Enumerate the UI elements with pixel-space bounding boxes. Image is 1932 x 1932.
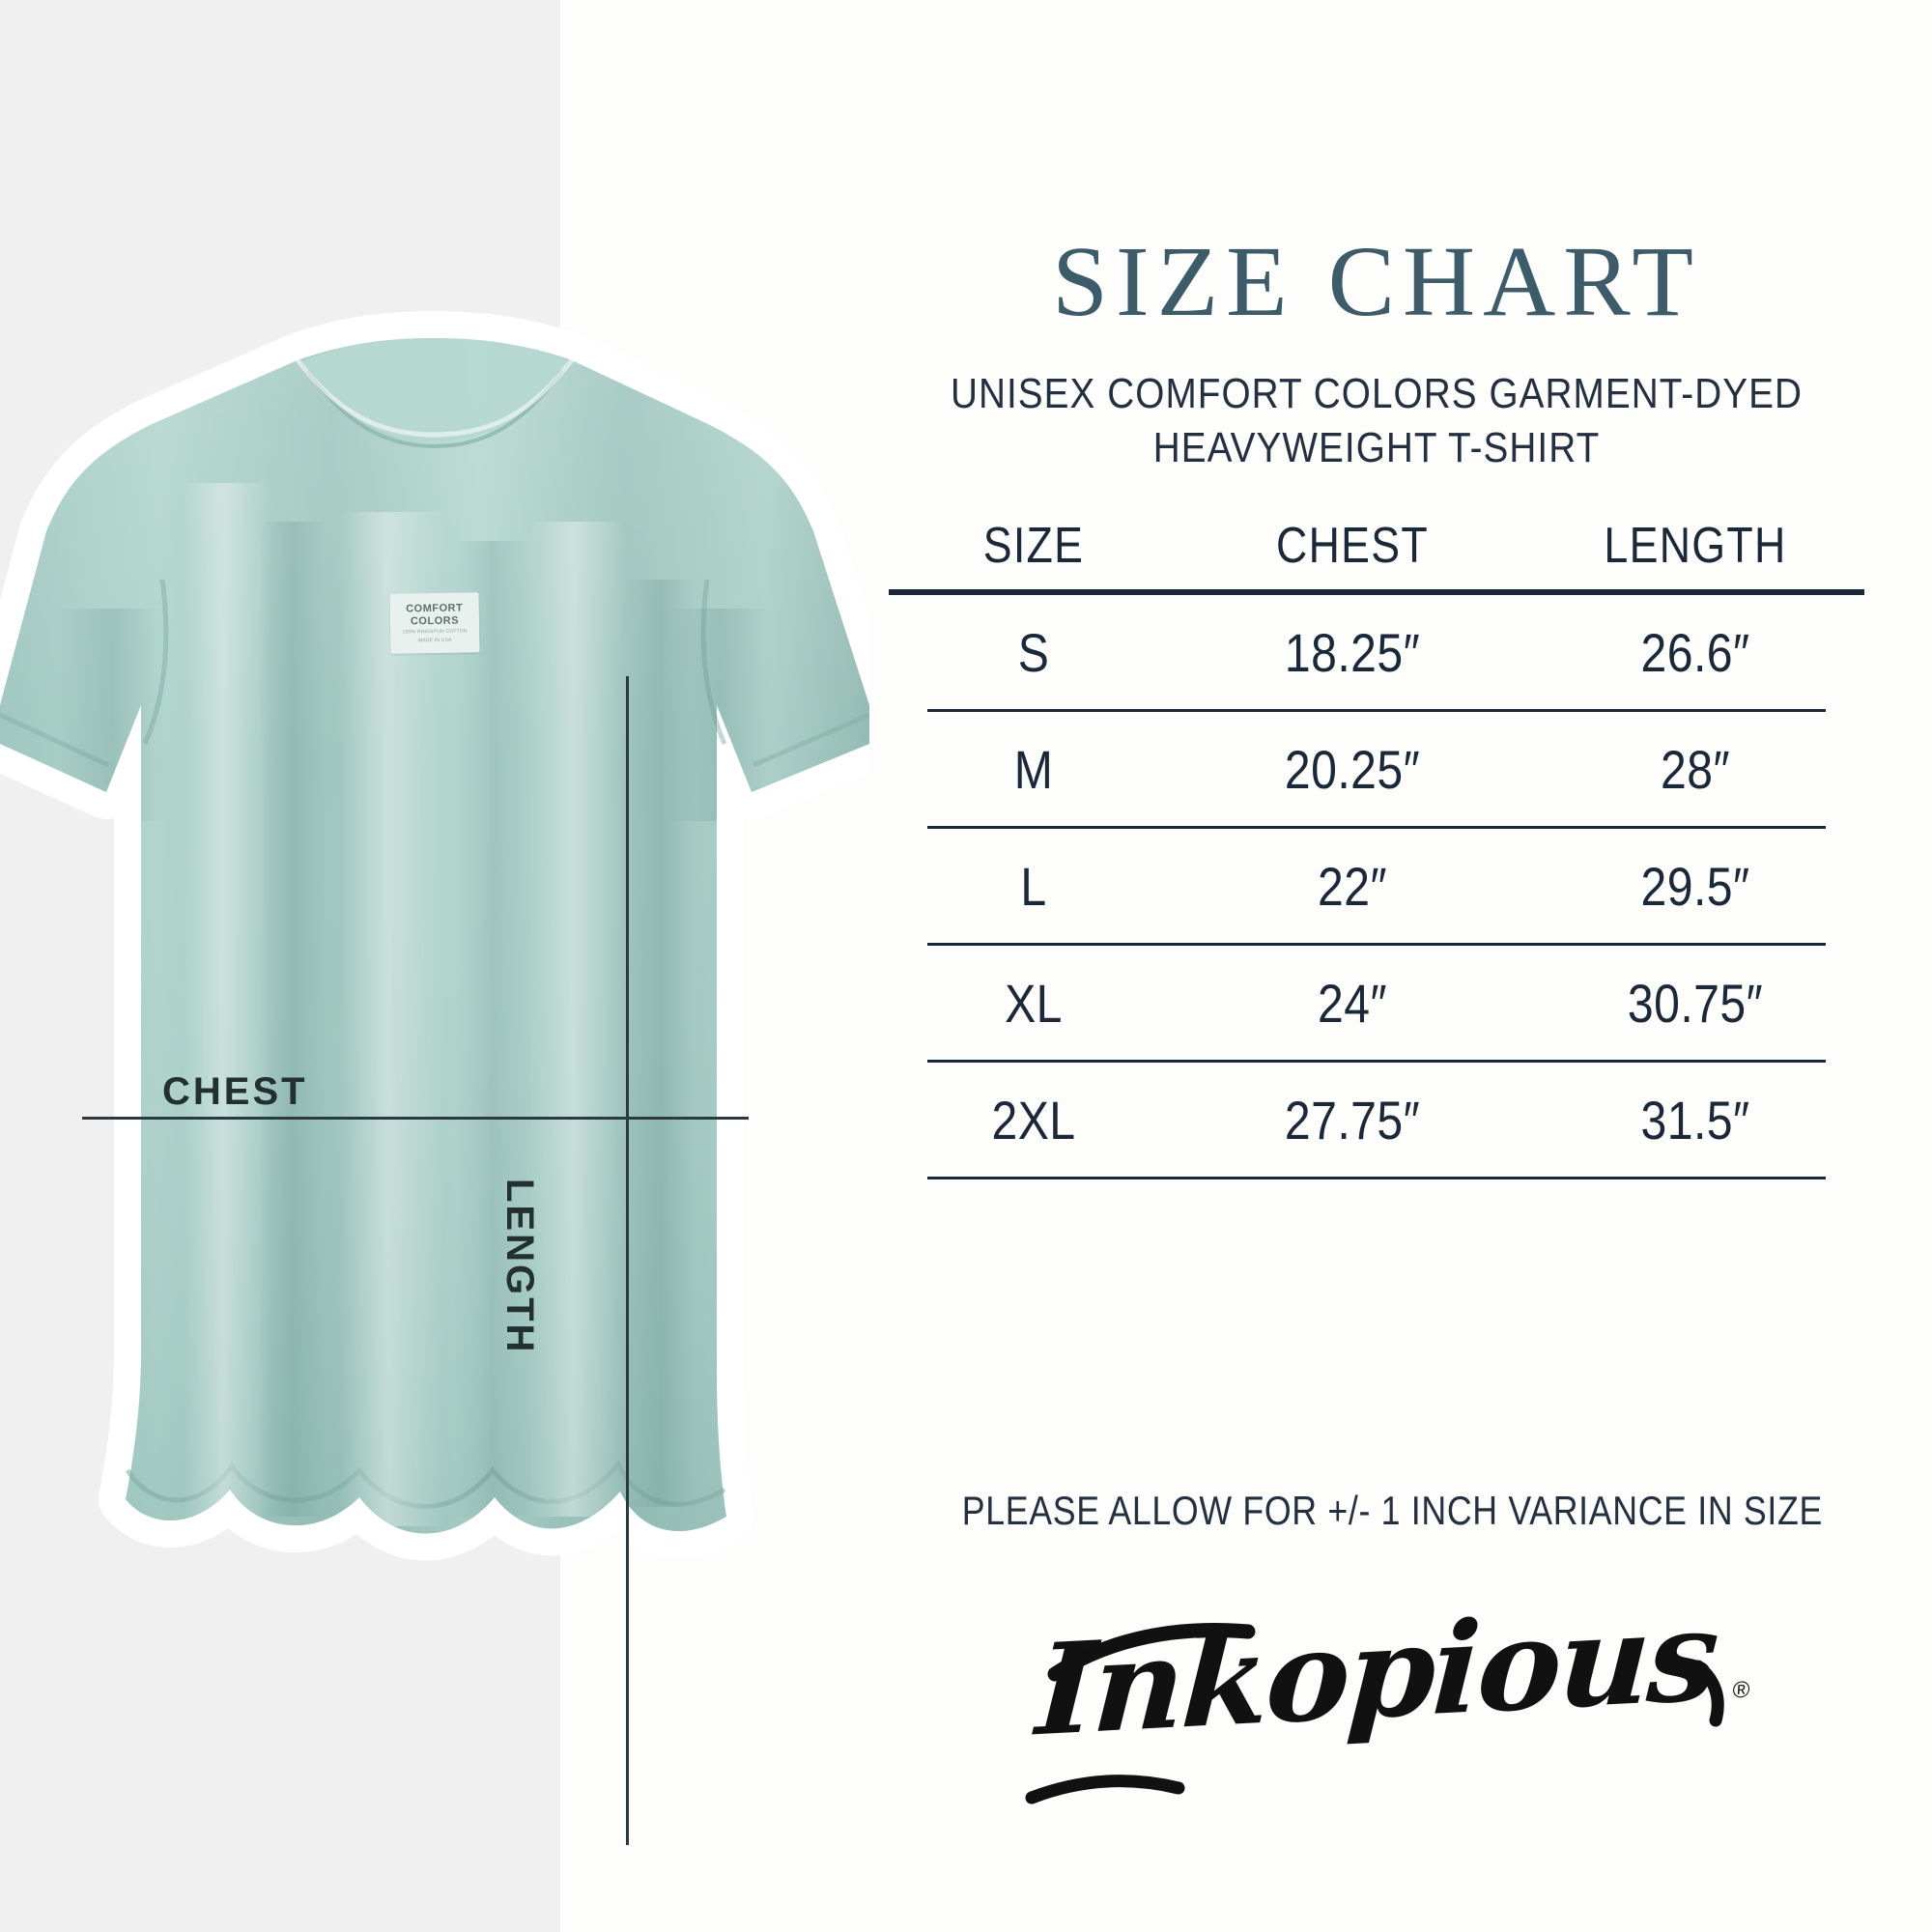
tshirt-fabric-shading — [0, 290, 869, 1662]
neck-label-fineprint-2: MADE IN USA — [417, 637, 452, 643]
length-measurement-label: LENGTH — [498, 1179, 541, 1355]
table-row: S 18.25″ 26.6″ — [889, 595, 1864, 709]
cell-chest-s: 18.25″ — [1284, 621, 1421, 683]
size-chart-table: SIZE CHEST LENGTH S 18.25″ 26.6″ M 20.25… — [889, 502, 1864, 1179]
cell-size-l: L — [1020, 855, 1047, 917]
cell-chest-2xl: 27.75″ — [1284, 1089, 1421, 1151]
table-header-row: SIZE CHEST LENGTH — [889, 502, 1864, 589]
chest-measurement-line — [82, 1117, 749, 1120]
cell-size-xl: XL — [1005, 972, 1063, 1034]
cell-size-s: S — [1017, 621, 1050, 683]
background-right-panel — [560, 0, 1932, 1932]
brand-logo-wordmark: Inkopious ® — [1033, 1580, 1748, 1765]
cell-chest-xl: 24″ — [1318, 972, 1387, 1034]
cell-size-2xl: 2XL — [991, 1089, 1076, 1151]
column-header-chest: CHEST — [1275, 518, 1430, 574]
cell-chest-l: 22″ — [1318, 855, 1387, 917]
cell-length-l: 29.5″ — [1640, 855, 1750, 917]
subtitle-line-1: UNISEX COMFORT COLORS GARMENT-DYED — [950, 370, 1804, 417]
chest-measurement-label: CHEST — [162, 1070, 308, 1113]
cell-length-m: 28″ — [1661, 738, 1730, 800]
registered-trademark-icon: ® — [1732, 1676, 1748, 1704]
table-row-divider — [927, 943, 1826, 946]
table-row-divider — [927, 1060, 1826, 1063]
table-row: 2XL 27.75″ 31.5″ — [889, 1063, 1864, 1177]
column-header-length: LENGTH — [1604, 518, 1787, 574]
page-title: SIZE CHART — [1052, 226, 1701, 337]
length-measurement-line — [626, 676, 629, 1845]
cell-length-2xl: 31.5″ — [1640, 1089, 1750, 1151]
neck-label-brand-line1: COMFORT — [406, 602, 464, 615]
column-header-size: SIZE — [982, 518, 1085, 574]
table-row-divider — [927, 709, 1826, 712]
cell-length-xl: 30.75″ — [1627, 972, 1764, 1034]
neck-label-fineprint-1: 100% RINGSPUN COTTON — [402, 628, 468, 636]
tshirt-photo: COMFORT COLORS 100% RINGSPUN COTTON MADE… — [0, 290, 869, 1845]
variance-note: PLEASE ALLOW FOR +/- 1 INCH VARIANCE IN … — [961, 1488, 1823, 1533]
subtitle-line-2: HEAVYWEIGHT T-SHIRT — [1152, 424, 1601, 472]
brand-logo: Inkopious ® — [889, 1581, 1864, 1804]
page-subtitle: UNISEX COMFORT COLORS GARMENT-DYED HEAVY… — [948, 367, 1806, 476]
brand-logo-text: Inkopious — [1033, 1580, 1720, 1765]
table-row: L 22″ 29.5″ — [889, 829, 1864, 943]
table-row-divider — [927, 826, 1826, 829]
table-header-rule — [889, 589, 1864, 595]
table-row: XL 24″ 30.75″ — [889, 946, 1864, 1060]
info-panel: SIZE CHART UNISEX COMFORT COLORS GARMENT… — [889, 0, 1864, 1932]
cell-size-m: M — [1013, 738, 1054, 800]
cell-chest-m: 20.25″ — [1284, 738, 1421, 800]
table-row: M 20.25″ 28″ — [889, 712, 1864, 826]
cell-length-s: 26.6″ — [1640, 621, 1750, 683]
tshirt-body — [0, 290, 869, 1662]
table-bottom-rule — [927, 1177, 1826, 1179]
neck-label-brand-line2: COLORS — [410, 614, 460, 627]
neck-label-tag: COMFORT COLORS 100% RINGSPUN COTTON MADE… — [389, 592, 480, 654]
